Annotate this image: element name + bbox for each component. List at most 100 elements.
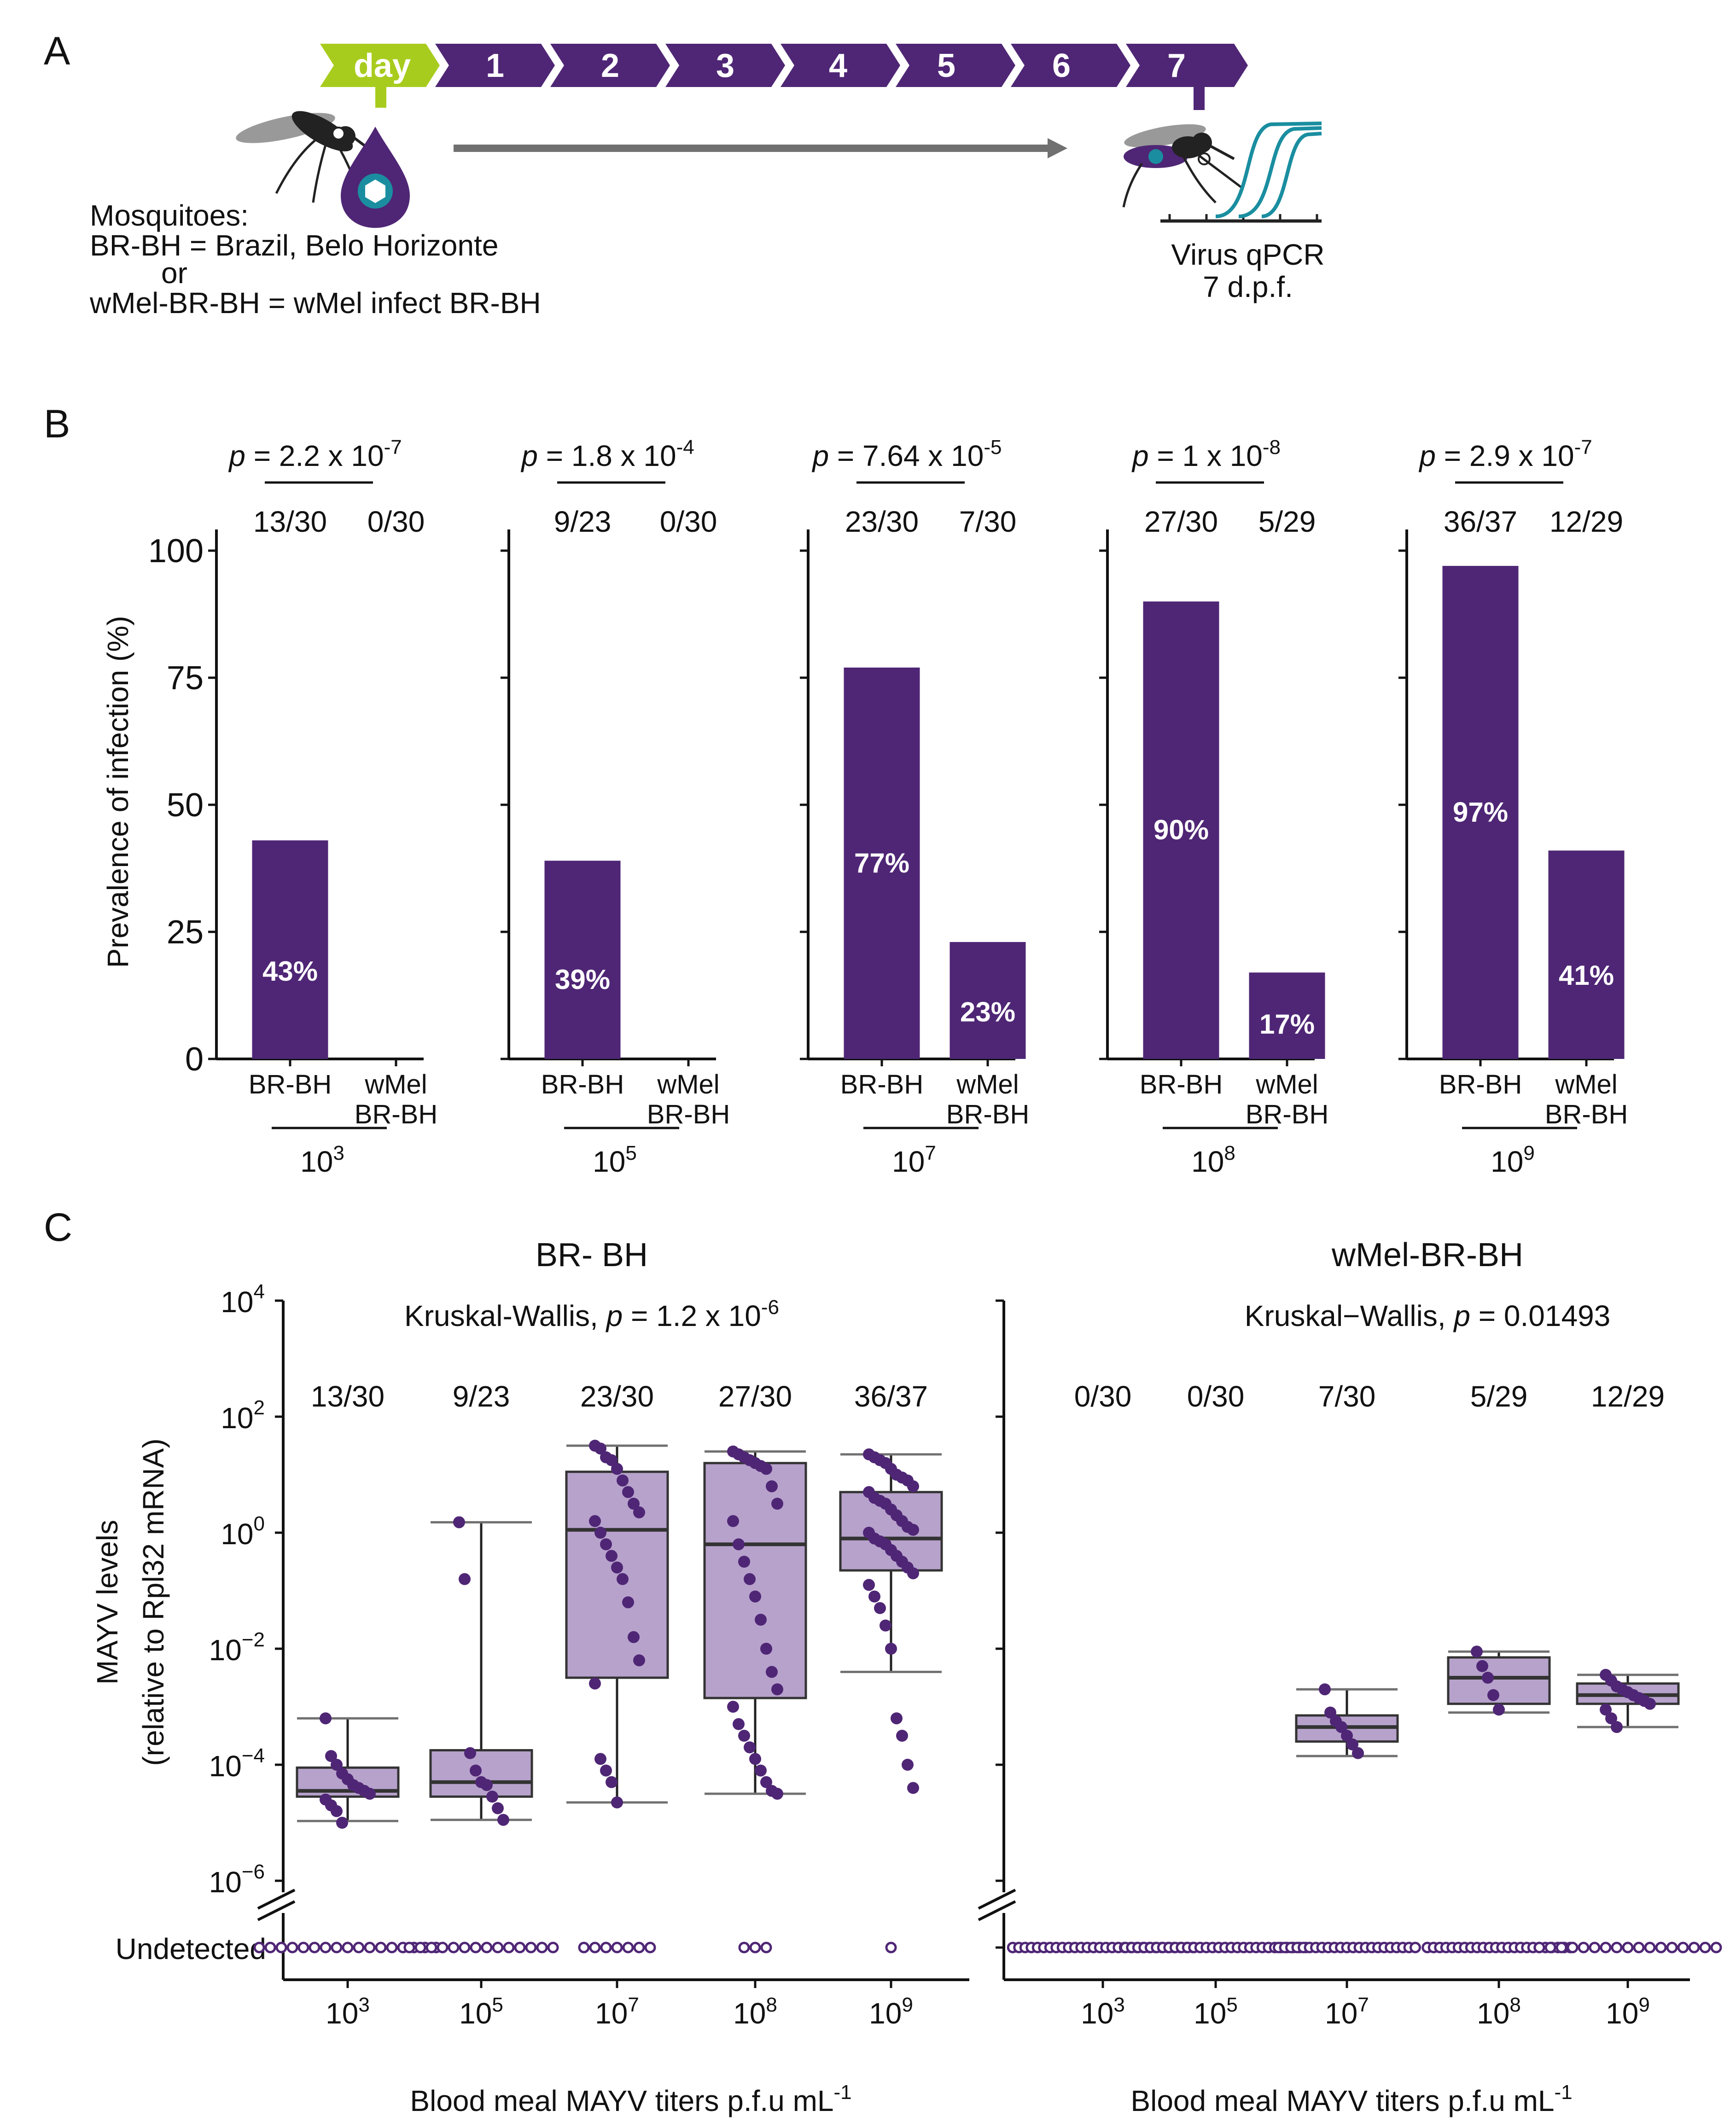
data-point — [633, 1506, 645, 1518]
data-point — [749, 1590, 761, 1603]
data-point — [589, 1677, 601, 1690]
undetected-point — [342, 1942, 354, 1954]
titer-label: 103 — [300, 1142, 344, 1178]
legend-line-3: or — [161, 256, 187, 290]
y-tick-label: 10−4 — [209, 1744, 265, 1783]
box-count: 36/37 — [854, 1380, 928, 1413]
bar — [1442, 566, 1519, 1059]
legend-line-4: wMel-BR-BH = wMel infect BR-BH — [89, 286, 541, 320]
undetected-point — [1710, 1942, 1722, 1954]
undetected-point — [622, 1942, 634, 1954]
y-tick-label: 104 — [221, 1280, 265, 1319]
timeline-label-1: 1 — [486, 47, 504, 84]
undetected-point — [503, 1942, 515, 1954]
data-point — [766, 1480, 778, 1493]
ytick-50: 50 — [167, 787, 204, 824]
x-tick-label: 105 — [1194, 1994, 1238, 2030]
undetected-point — [492, 1942, 504, 1954]
bar-count: 13/30 — [253, 505, 327, 538]
data-point — [606, 1776, 618, 1788]
data-point — [1644, 1698, 1656, 1710]
y-tick-label: 10−6 — [209, 1861, 265, 1899]
bar-category-label: wMel — [657, 1070, 719, 1099]
timeline-chevron-4 — [781, 44, 900, 87]
data-point — [606, 1454, 618, 1466]
data-point — [1341, 1730, 1353, 1742]
box-count: 13/30 — [311, 1380, 384, 1413]
bar — [1249, 972, 1325, 1059]
data-point — [1476, 1660, 1488, 1672]
undetected-point — [1677, 1942, 1689, 1954]
undetected-point — [1600, 1942, 1612, 1954]
axis-break-mark — [978, 1900, 1016, 1921]
data-point — [907, 1523, 919, 1536]
data-point — [622, 1596, 634, 1609]
x-tick-label: 103 — [326, 1994, 370, 2030]
mayv-levels-box-chart: BR- BH Kruskal-Wallis, p = 1.2 x 10-6 104 1… — [209, 1237, 1722, 2117]
box-panel-1: wMel-BR-BH Kruskal−Wallis, p = 0.01493 Blo… — [978, 1237, 1722, 2117]
bar-group-4: p = 2.9 x 10-736/3797%BR-BH12/2941%wMelB… — [1398, 436, 1628, 1178]
data-point — [336, 1817, 348, 1829]
bar-count: 27/30 — [1144, 505, 1218, 538]
data-point — [589, 1515, 601, 1527]
bar — [252, 840, 328, 1059]
undetected-point — [760, 1942, 772, 1954]
box-group: 0/30 103 — [1007, 1380, 1199, 2030]
bar-category-label: BR-BH — [249, 1070, 332, 1099]
data-point — [1487, 1689, 1499, 1701]
timeline: day 1 2 3 4 5 6 7 — [320, 44, 1248, 110]
box-count: 9/23 — [453, 1380, 510, 1413]
bar-percent-label: 77% — [854, 848, 909, 878]
data-point — [594, 1527, 606, 1539]
data-point — [896, 1730, 908, 1742]
data-point — [738, 1730, 750, 1742]
timeline-chevron-5 — [896, 44, 1015, 87]
qpcr-curves-icon — [1160, 122, 1322, 223]
x-tick-label: 103 — [1081, 1994, 1125, 2030]
bar-percent-label: 43% — [262, 956, 318, 987]
bar-group-2: p = 7.64 x 10-523/3077%BR-BH7/3023%wMelB… — [800, 436, 1029, 1178]
undetected-point — [353, 1942, 365, 1954]
box-group: 12/29 109 — [1533, 1380, 1722, 2030]
data-point — [738, 1556, 750, 1568]
data-point — [594, 1753, 606, 1765]
box — [565, 1471, 669, 1679]
bar — [844, 667, 920, 1059]
timeline-chevron-2 — [550, 44, 670, 87]
undetected-point — [1666, 1942, 1678, 1954]
x-tick-label: 109 — [869, 1994, 913, 2030]
data-point — [868, 1590, 880, 1603]
undetected-point — [1611, 1942, 1623, 1954]
data-point — [628, 1631, 640, 1643]
panel-a: A day 1 2 3 4 5 6 7 — [44, 29, 1325, 320]
bar — [1143, 601, 1219, 1059]
data-point — [907, 1567, 919, 1580]
x-tick-label: 108 — [1477, 1994, 1521, 2030]
data-point — [331, 1805, 343, 1817]
box-count: 23/30 — [580, 1380, 654, 1413]
data-point — [1493, 1704, 1505, 1716]
data-point — [1335, 1721, 1347, 1733]
undetected-point — [1688, 1942, 1700, 1954]
data-point — [600, 1538, 612, 1551]
undetected-point — [611, 1942, 623, 1954]
bar — [544, 861, 621, 1059]
data-point — [481, 1779, 493, 1791]
data-point — [1471, 1645, 1483, 1658]
data-point — [453, 1516, 465, 1529]
undetected-label: Undetected — [116, 1932, 266, 1965]
legend-line-2: BR-BH = Brazil, Belo Horizonte — [90, 229, 498, 262]
ytick-75: 75 — [167, 660, 204, 697]
infected-mosquito-icon — [1122, 124, 1244, 208]
data-point — [760, 1643, 772, 1655]
data-point — [1482, 1672, 1494, 1684]
bar-category-label: wMel — [1255, 1070, 1318, 1099]
undetected-point — [1567, 1942, 1579, 1954]
bar-category-label: BR-BH — [1545, 1099, 1628, 1129]
box-group: 36/37 109 — [839, 1380, 943, 2030]
timeline-chevron-6 — [1011, 44, 1130, 87]
data-point — [755, 1614, 767, 1626]
data-point — [1352, 1747, 1364, 1759]
x-axis-label: Blood meal MAYV titers p.f.u mL-1 — [1130, 2081, 1572, 2117]
